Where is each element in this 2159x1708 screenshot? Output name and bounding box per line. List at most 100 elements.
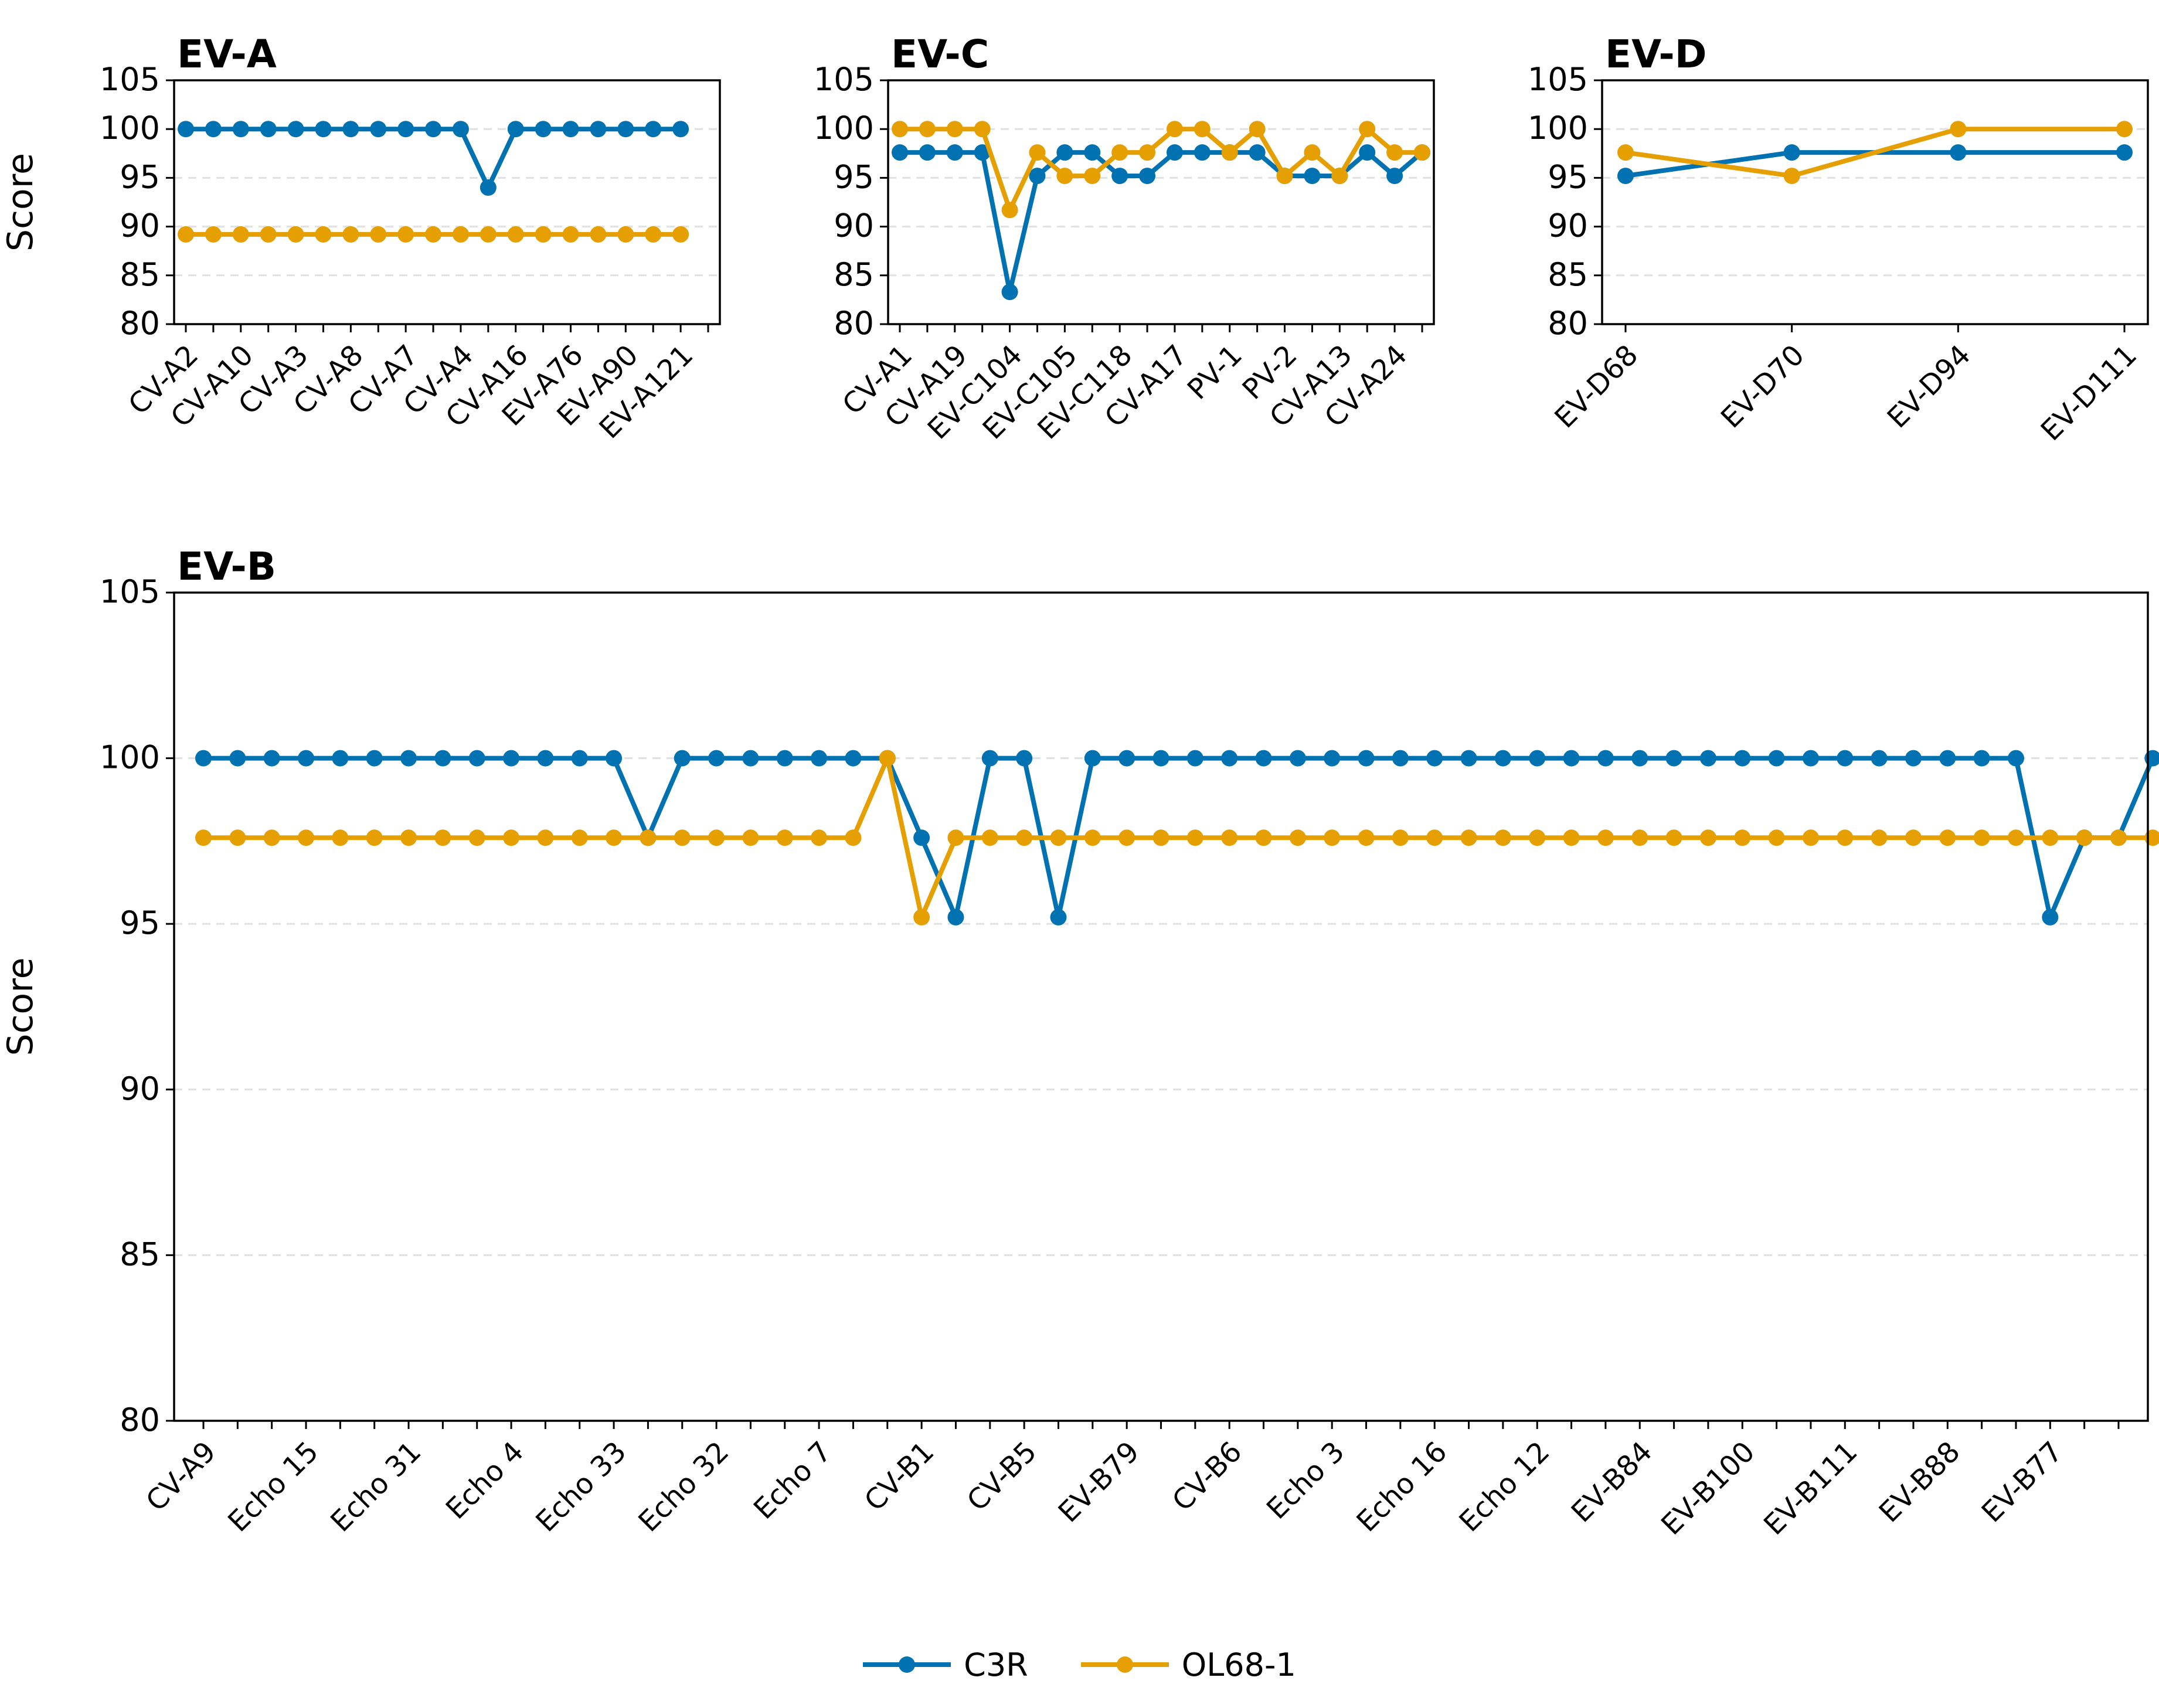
data-point-ol68-1	[974, 121, 991, 138]
data-point-ol68-1	[1016, 829, 1033, 846]
data-point-ol68-1	[1837, 829, 1854, 846]
legend-swatch-c3r	[863, 1656, 951, 1673]
x-tick-label: EV-B100	[1655, 1435, 1761, 1542]
data-point-ol68-1	[535, 226, 552, 243]
y-tick-label: 80	[834, 305, 874, 342]
plot-frame	[173, 591, 2149, 1422]
legend-label-ol68-1: OL68-1	[1181, 1646, 1296, 1683]
data-point-c3r	[260, 121, 277, 138]
data-point-c3r	[2007, 750, 2024, 767]
data-point-ol68-1	[1734, 829, 1751, 846]
data-point-ol68-1	[811, 829, 828, 846]
data-point-c3r	[1056, 144, 1073, 161]
x-tick-label: EV-D94	[1881, 339, 1977, 435]
data-point-c3r	[332, 750, 349, 767]
data-point-ol68-1	[1494, 829, 1511, 846]
data-point-ol68-1	[1289, 829, 1306, 846]
data-point-c3r	[606, 750, 623, 767]
panel-0: 80859095100105CV-A2CV-A10CV-A3CV-A8CV-A7…	[0, 32, 721, 445]
legend: C3R OL68-1	[0, 1641, 2159, 1688]
data-point-ol68-1	[1386, 144, 1403, 161]
data-point-ol68-1	[879, 750, 896, 767]
y-tick-label: 90	[834, 207, 874, 244]
y-axis-label: Score	[0, 153, 41, 251]
data-point-c3r	[434, 750, 451, 767]
data-point-c3r	[298, 750, 315, 767]
data-point-c3r	[263, 750, 280, 767]
x-tick-label: EV-D111	[2035, 339, 2143, 447]
data-point-c3r	[1871, 750, 1888, 767]
data-point-c3r	[1494, 750, 1511, 767]
data-point-c3r	[845, 750, 862, 767]
data-point-ol68-1	[1665, 829, 1682, 846]
x-tick-label: EV-B88	[1873, 1435, 1967, 1529]
data-point-ol68-1	[1392, 829, 1409, 846]
data-point-ol68-1	[1699, 829, 1716, 846]
legend-item-c3r[interactable]: C3R	[863, 1646, 1028, 1683]
x-tick-label: EV-B111	[1757, 1435, 1864, 1542]
legend-swatch-ol68-1	[1080, 1656, 1169, 1673]
data-point-ol68-1	[742, 829, 759, 846]
data-point-ol68-1	[1194, 121, 1211, 138]
data-point-c3r	[1392, 750, 1409, 767]
data-point-c3r	[2144, 750, 2159, 767]
data-point-ol68-1	[434, 829, 451, 846]
series-line-c3r	[186, 127, 681, 190]
data-point-ol68-1	[2144, 829, 2159, 846]
data-point-c3r	[742, 750, 759, 767]
legend-item-ol68-1[interactable]: OL68-1	[1080, 1646, 1296, 1683]
plot-frame	[887, 79, 1435, 325]
x-tick-label: EV-D68	[1548, 339, 1644, 435]
x-tick-label: EV-B84	[1565, 1435, 1659, 1529]
y-tick-label: 100	[100, 739, 160, 776]
data-point-c3r	[1802, 750, 1819, 767]
data-point-ol68-1	[1084, 829, 1101, 846]
x-tick-label: Echo 12	[1453, 1435, 1556, 1539]
data-point-ol68-1	[1029, 144, 1046, 161]
data-point-c3r	[1304, 168, 1321, 185]
y-tick-label: 95	[120, 158, 160, 195]
data-point-ol68-1	[640, 829, 657, 846]
data-point-c3r	[397, 121, 414, 138]
y-tick-label: 100	[100, 110, 160, 147]
data-point-c3r	[1139, 168, 1156, 185]
data-point-ol68-1	[425, 226, 442, 243]
data-point-ol68-1	[1001, 202, 1018, 219]
data-point-c3r	[1783, 144, 1800, 161]
data-point-ol68-1	[617, 226, 634, 243]
x-tick-label: Echo 7	[747, 1435, 838, 1526]
data-point-c3r	[195, 750, 212, 767]
y-tick-label: 90	[120, 207, 160, 244]
data-point-c3r	[1221, 750, 1238, 767]
data-point-c3r	[913, 829, 930, 846]
data-point-c3r	[535, 121, 552, 138]
data-point-ol68-1	[397, 226, 414, 243]
data-point-c3r	[178, 121, 194, 138]
y-tick-label: 90	[1548, 207, 1588, 244]
data-point-c3r	[1084, 750, 1101, 767]
data-point-c3r	[370, 121, 387, 138]
data-point-ol68-1	[1304, 144, 1321, 161]
data-point-ol68-1	[1050, 829, 1067, 846]
data-point-c3r	[229, 750, 246, 767]
data-point-ol68-1	[1973, 829, 1990, 846]
data-point-c3r	[674, 750, 691, 767]
y-axis-label: Score	[0, 957, 41, 1056]
data-point-ol68-1	[590, 226, 607, 243]
data-point-ol68-1	[1166, 121, 1183, 138]
x-tick-label: PV-1	[1181, 339, 1249, 406]
data-point-c3r	[1289, 750, 1306, 767]
panel-title: EV-D	[1605, 32, 1707, 77]
data-point-ol68-1	[195, 829, 212, 846]
y-tick-label: 100	[1528, 110, 1588, 147]
data-point-ol68-1	[1221, 144, 1238, 161]
data-point-ol68-1	[1276, 168, 1293, 185]
data-point-ol68-1	[1186, 829, 1203, 846]
x-tick-label: EV-D70	[1715, 339, 1811, 435]
data-point-ol68-1	[1358, 829, 1375, 846]
data-point-c3r	[617, 121, 634, 138]
data-point-ol68-1	[1939, 829, 1956, 846]
y-tick-label: 85	[120, 1236, 160, 1273]
x-tick-label: Echo 3	[1260, 1435, 1351, 1526]
data-point-c3r	[1186, 750, 1203, 767]
